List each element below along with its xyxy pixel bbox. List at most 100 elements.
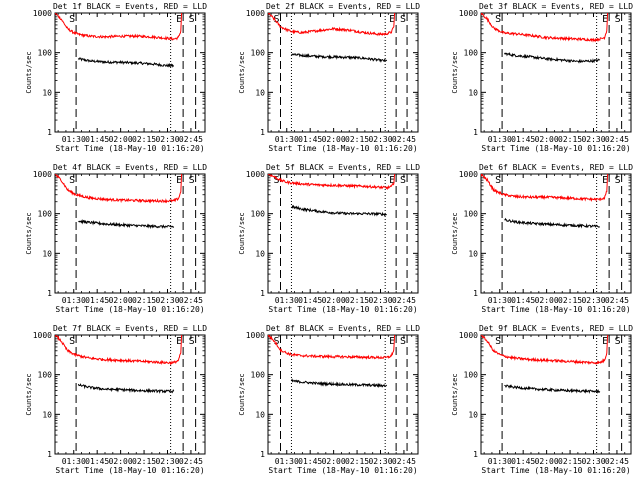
chart-panel-8: Det 8f BLACK = Events, RED = LLD 1 10 100 10… bbox=[238, 324, 420, 475]
x-tick-label: 02:30 bbox=[155, 457, 179, 466]
y-axis-label: Counts/sec bbox=[25, 373, 33, 415]
x-tick-label: 01:45 bbox=[85, 296, 109, 305]
series-line-events bbox=[77, 383, 175, 394]
x-tick-label: 02:15 bbox=[132, 296, 156, 305]
x-tick-label: 01:30 bbox=[488, 296, 512, 305]
y-tick-label: 1 bbox=[260, 289, 265, 298]
x-tick-label: 01:30 bbox=[62, 296, 86, 305]
series-line-lld bbox=[268, 13, 396, 37]
y-tick-label: 1 bbox=[260, 450, 265, 459]
x-tick-label: 02:15 bbox=[558, 135, 582, 144]
series-line-events bbox=[504, 217, 601, 229]
chart-panel-7: Det 7f BLACK = Events, RED = LLD 1 10 100 10… bbox=[25, 324, 207, 475]
plot-frame bbox=[54, 173, 206, 294]
series-line-events bbox=[291, 204, 387, 217]
y-axis-label: Counts/sec bbox=[25, 51, 33, 93]
x-tick-label: 02:45 bbox=[605, 135, 629, 144]
x-tick-label: 02:30 bbox=[368, 457, 392, 466]
y-tick-label: 100 bbox=[251, 371, 266, 380]
chart-title: Det 8f BLACK = Events, RED = LLD bbox=[266, 324, 420, 333]
x-axis-label: Start Time (18-May-10 01:16:20) bbox=[268, 466, 417, 475]
x-tick-label: 02:00 bbox=[322, 457, 346, 466]
series-line-lld bbox=[481, 335, 609, 365]
x-tick-label: 02:30 bbox=[581, 457, 605, 466]
marker-label: E bbox=[176, 14, 182, 25]
x-tick-label: 01:45 bbox=[85, 135, 109, 144]
series-line-events bbox=[78, 218, 175, 230]
y-axis-label: Counts/sec bbox=[451, 373, 459, 415]
y-tick-label: 10 bbox=[42, 249, 52, 258]
x-tick-label: 02:45 bbox=[392, 457, 416, 466]
x-tick-label: 01:45 bbox=[85, 457, 109, 466]
x-tick-label: 02:45 bbox=[605, 296, 629, 305]
marker-label: S bbox=[400, 336, 406, 347]
marker-label: S bbox=[273, 336, 279, 347]
marker-label: S bbox=[615, 175, 621, 186]
series-line-events bbox=[77, 56, 175, 68]
marker-label: E bbox=[176, 175, 182, 186]
x-tick-label: 01:45 bbox=[511, 296, 535, 305]
y-tick-label: 1 bbox=[473, 128, 478, 137]
plot-frame bbox=[480, 12, 632, 133]
x-tick-label: 02:45 bbox=[179, 296, 203, 305]
y-tick-label: 1000 bbox=[33, 331, 52, 340]
x-axis-label: Start Time (18-May-10 01:16:20) bbox=[268, 305, 417, 314]
y-tick-label: 10 bbox=[255, 410, 265, 419]
y-tick-label: 1 bbox=[47, 128, 52, 137]
x-axis-label: Start Time (18-May-10 01:16:20) bbox=[55, 144, 204, 153]
y-tick-label: 1 bbox=[473, 289, 478, 298]
marker-label: E bbox=[389, 175, 395, 186]
chart-title: Det 5f BLACK = Events, RED = LLD bbox=[266, 163, 420, 172]
chart-title: Det 2f BLACK = Events, RED = LLD bbox=[266, 2, 420, 11]
chart-panel-9: Det 9f BLACK = Events, RED = LLD 1 10 100 10… bbox=[451, 324, 633, 475]
x-tick-label: 01:30 bbox=[488, 135, 512, 144]
y-tick-label: 10 bbox=[468, 88, 478, 97]
marker-label: S bbox=[273, 175, 279, 186]
x-axis-label: Start Time (18-May-10 01:16:20) bbox=[55, 305, 204, 314]
marker-label: S bbox=[400, 175, 406, 186]
x-tick-label: 02:30 bbox=[581, 296, 605, 305]
y-tick-label: 10 bbox=[468, 410, 478, 419]
marker-label: E bbox=[602, 14, 608, 25]
x-tick-label: 02:15 bbox=[132, 135, 156, 144]
marker-label: E bbox=[389, 336, 395, 347]
chart-panel-4: Det 4f BLACK = Events, RED = LLD 1 10 100 10… bbox=[25, 163, 207, 314]
y-tick-label: 100 bbox=[38, 49, 53, 58]
series-line-lld bbox=[55, 13, 183, 41]
series-line-lld bbox=[481, 174, 609, 202]
marker-label: S bbox=[273, 14, 279, 25]
marker-label: S bbox=[69, 336, 75, 347]
x-tick-label: 02:45 bbox=[392, 296, 416, 305]
y-tick-label: 1 bbox=[260, 128, 265, 137]
x-axis-label: Start Time (18-May-10 01:16:20) bbox=[481, 305, 630, 314]
chart-panel-1: Det 1f BLACK = Events, RED = LLD 1 10 100 10… bbox=[25, 2, 207, 153]
x-tick-label: 02:45 bbox=[179, 457, 203, 466]
marker-label: S bbox=[615, 14, 621, 25]
y-tick-label: 100 bbox=[464, 49, 479, 58]
marker-label: E bbox=[602, 336, 608, 347]
chart-panel-5: Det 5f BLACK = Events, RED = LLD 1 10 100 10… bbox=[238, 163, 420, 314]
series-line-lld bbox=[55, 335, 183, 366]
x-axis-label: Start Time (18-May-10 01:16:20) bbox=[268, 144, 417, 153]
chart-panel-2: Det 2f BLACK = Events, RED = LLD 1 10 100 10… bbox=[238, 2, 420, 153]
series-line-lld bbox=[268, 174, 396, 191]
x-tick-label: 02:45 bbox=[179, 135, 203, 144]
plot-frame bbox=[54, 12, 206, 133]
y-tick-label: 1000 bbox=[246, 331, 265, 340]
x-tick-label: 01:45 bbox=[511, 457, 535, 466]
y-axis-label: Counts/sec bbox=[238, 373, 246, 415]
x-tick-label: 02:15 bbox=[132, 457, 156, 466]
y-tick-label: 10 bbox=[42, 88, 52, 97]
x-tick-label: 02:30 bbox=[155, 135, 179, 144]
x-tick-label: 02:00 bbox=[535, 296, 559, 305]
chart-panel-6: Det 6f BLACK = Events, RED = LLD 1 10 100 10… bbox=[451, 163, 633, 314]
x-tick-label: 01:45 bbox=[298, 135, 322, 144]
x-tick-label: 01:45 bbox=[298, 296, 322, 305]
plot-frame bbox=[480, 173, 632, 294]
series-line-events bbox=[291, 52, 388, 63]
plot-frame bbox=[267, 334, 419, 455]
y-tick-label: 1000 bbox=[459, 331, 478, 340]
x-tick-label: 02:15 bbox=[558, 296, 582, 305]
x-tick-label: 01:30 bbox=[488, 457, 512, 466]
